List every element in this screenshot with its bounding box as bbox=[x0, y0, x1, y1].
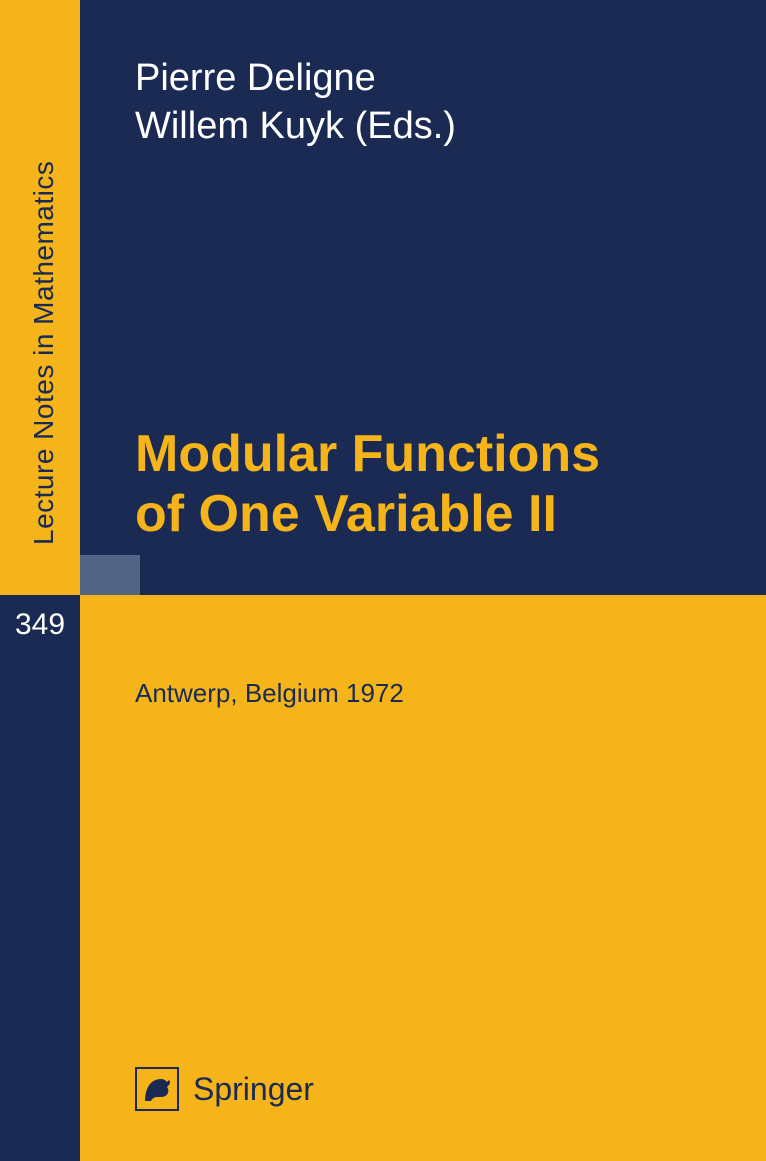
publisher-name: Springer bbox=[193, 1071, 314, 1108]
book-title: Modular Functions of One Variable II bbox=[135, 425, 600, 545]
editor-line-2: Willem Kuyk (Eds.) bbox=[135, 103, 456, 151]
editors-block: Pierre Deligne Willem Kuyk (Eds.) bbox=[135, 55, 456, 150]
title-line-1: Modular Functions bbox=[135, 425, 600, 485]
publisher-block: Springer bbox=[135, 1067, 314, 1111]
book-cover: Lecture Notes in Mathematics 349 Pierre … bbox=[0, 0, 766, 1161]
series-label: Lecture Notes in Mathematics bbox=[28, 161, 60, 545]
accent-overlap-box bbox=[80, 555, 140, 595]
volume-number-box: 349 bbox=[0, 595, 80, 655]
springer-horse-icon bbox=[135, 1067, 179, 1111]
volume-number: 349 bbox=[15, 608, 65, 642]
title-line-2: of One Variable II bbox=[135, 485, 600, 545]
editor-line-1: Pierre Deligne bbox=[135, 55, 456, 103]
spine-column: Lecture Notes in Mathematics 349 bbox=[0, 0, 80, 1161]
spine-bottom-region bbox=[0, 655, 80, 1161]
subtitle: Antwerp, Belgium 1972 bbox=[135, 678, 404, 709]
